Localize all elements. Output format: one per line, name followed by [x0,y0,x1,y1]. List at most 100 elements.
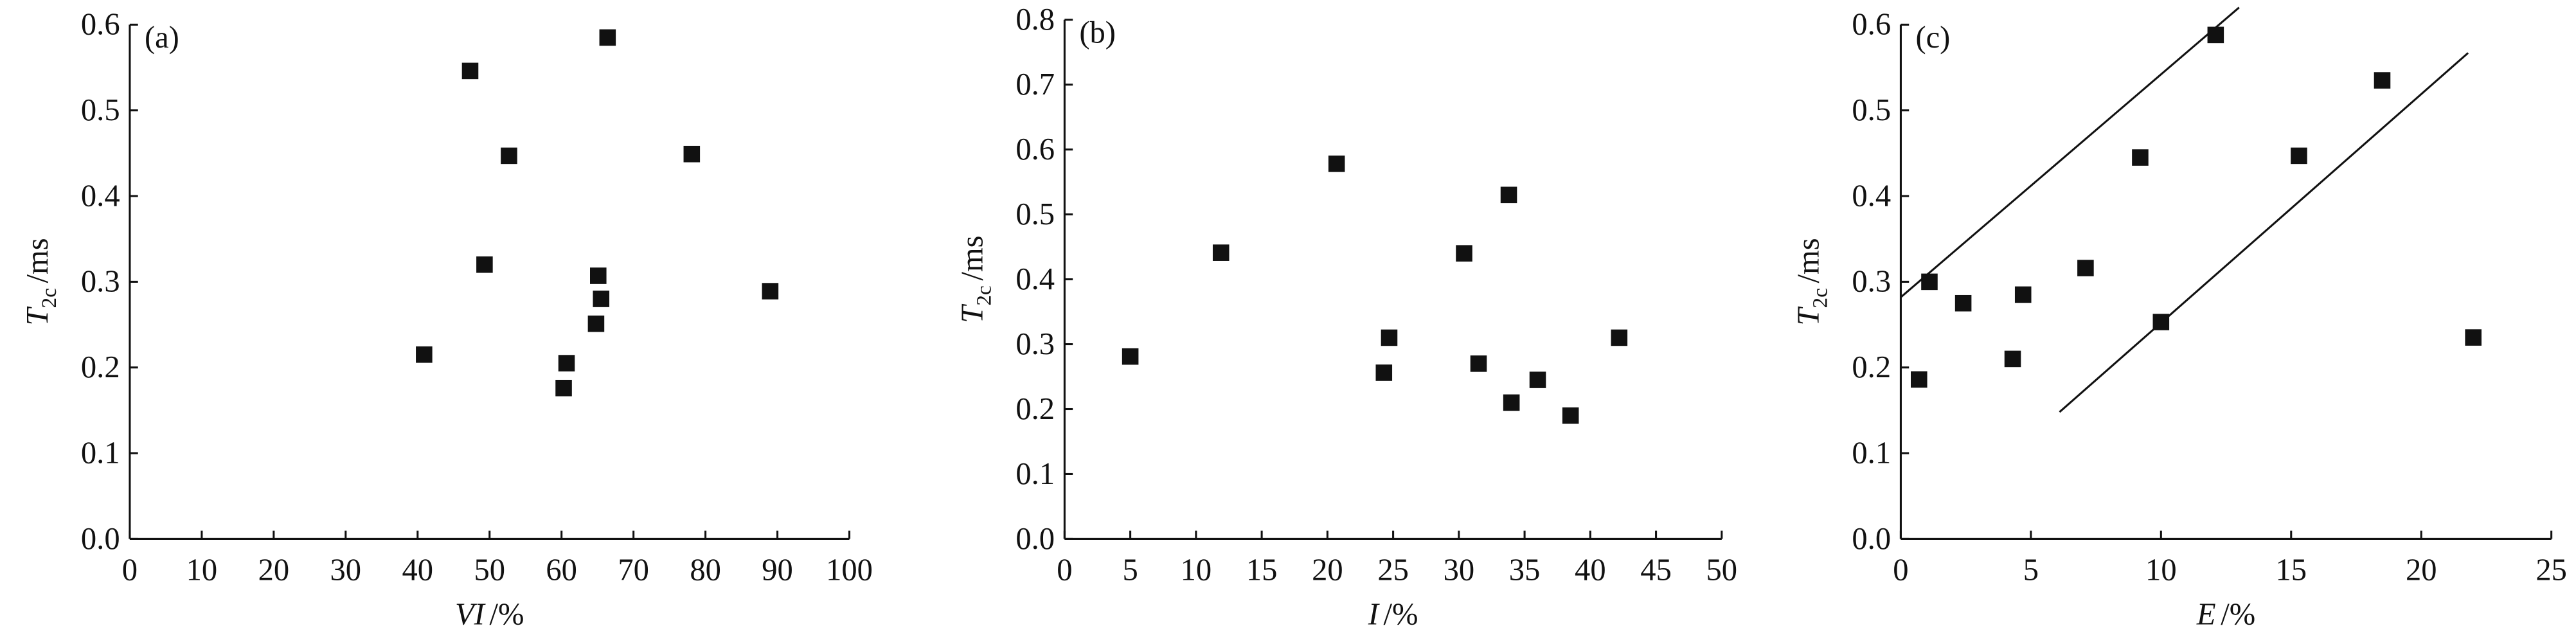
y-label-sub: 2c [1808,288,1832,308]
y-tick-label: 0.6 [81,7,120,42]
y-tick-label: 0.0 [1015,521,1055,556]
point [1529,371,1546,388]
trend-line [2059,52,2469,413]
point [2132,149,2149,166]
y-tick-label: 0.4 [81,178,120,213]
x-label-unit: /% [490,596,524,631]
point [2014,286,2032,303]
y-label-var: T [1791,306,1826,325]
y-label-unit: /ms [20,238,55,283]
x-axis-label: E/% [2196,596,2255,631]
y-axis-label: T2c/ms [20,238,61,325]
y-label-unit: /ms [955,235,990,280]
point [590,267,607,284]
point [501,147,517,165]
point [1470,355,1487,372]
point [599,29,616,46]
y-axis-label: T2c/ms [955,235,996,323]
x-label-unit: /% [1384,596,1418,631]
point [2004,350,2021,368]
point [2077,260,2094,276]
point [2152,314,2170,330]
x-tick-label: 5 [2023,552,2039,587]
x-tick-label: 10 [2145,552,2177,587]
y-tick-label: 0.3 [1852,264,1891,299]
x-label-var: VI [455,596,487,631]
x-tick-label: 0 [1057,552,1072,587]
point [762,283,779,300]
point [416,346,433,363]
y-axis-label: T2c/ms [1791,238,1832,325]
point [1611,329,1628,346]
y-tick-label: 0.0 [81,521,120,556]
x-tick-label: 50 [474,552,505,587]
point [1212,244,1230,261]
x-tick-label: 15 [1246,552,1278,587]
y-tick-label: 0.7 [1015,67,1055,102]
point [461,62,479,80]
x-tick-label: 15 [2275,552,2307,587]
point [2374,72,2391,89]
x-tick-label: 70 [618,552,649,587]
x-tick-label: 10 [1181,552,1212,587]
x-tick-label: 5 [1122,552,1138,587]
x-tick-label: 45 [1640,552,1672,587]
panel: 0.0 0.1 0.2 0.3 0.4 0.5 0.6 0 10 20 30 40 50 60 70 80 90… [20,7,873,632]
point [1500,186,1517,204]
y-tick-label: 0.2 [1015,391,1055,426]
x-tick-label: 0 [122,552,138,587]
x-axis-label: I/% [1368,596,1418,631]
point [1456,245,1472,262]
x-label-var: I [1368,596,1381,631]
x-tick-label: 60 [546,552,577,587]
point [1375,364,1393,381]
x-tick-label: 90 [762,552,793,587]
x-axis-label: VI/% [455,596,524,631]
panel: 0.0 0.1 0.2 0.3 0.4 0.5 0.6 0.7 0.8 0 5 10 15 20 25 30 3… [955,2,1738,631]
point [1910,371,1928,388]
point [1562,407,1579,424]
y-label-var: T [20,306,55,325]
x-tick-label: 30 [330,552,362,587]
point [587,315,605,332]
y-tick-label: 0.1 [1015,456,1055,491]
y-tick-label: 0.4 [1015,262,1055,296]
point [2291,147,2307,165]
y-tick-label: 0.2 [81,350,120,384]
y-tick-label: 0.2 [1852,350,1891,384]
y-tick-label: 0.8 [1015,2,1055,37]
x-tick-label: 100 [826,552,873,587]
point [1921,273,1938,291]
x-label-unit: /% [2221,596,2255,631]
x-tick-label: 20 [2406,552,2437,587]
x-tick-label: 50 [1706,552,1738,587]
y-tick-label: 0.5 [1015,197,1055,231]
x-tick-label: 10 [186,552,218,587]
y-tick-label: 0.1 [81,435,120,470]
panel-label: (c) [1915,20,1950,55]
x-tick-label: 25 [1377,552,1409,587]
x-label-var: E [2196,596,2216,631]
y-tick-label: 0.0 [1852,521,1891,556]
y-tick-label: 0.4 [1852,178,1891,213]
y-tick-label: 0.1 [1852,435,1891,470]
y-tick-label: 0.3 [81,264,120,299]
point [1122,348,1139,365]
point [476,256,493,273]
y-tick-label: 0.6 [1852,7,1891,42]
x-tick-label: 20 [258,552,290,587]
x-tick-label: 35 [1509,552,1541,587]
point [2465,329,2482,346]
y-tick-label: 0.6 [1015,132,1055,166]
x-tick-label: 30 [1444,552,1475,587]
x-tick-label: 40 [402,552,433,587]
x-tick-label: 20 [1312,552,1343,587]
point [1954,294,1972,312]
point [555,379,572,397]
x-tick-label: 80 [690,552,721,587]
y-tick-label: 0.5 [1852,93,1891,127]
y-tick-label: 0.3 [1015,326,1055,361]
y-label-unit: /ms [1791,238,1826,283]
